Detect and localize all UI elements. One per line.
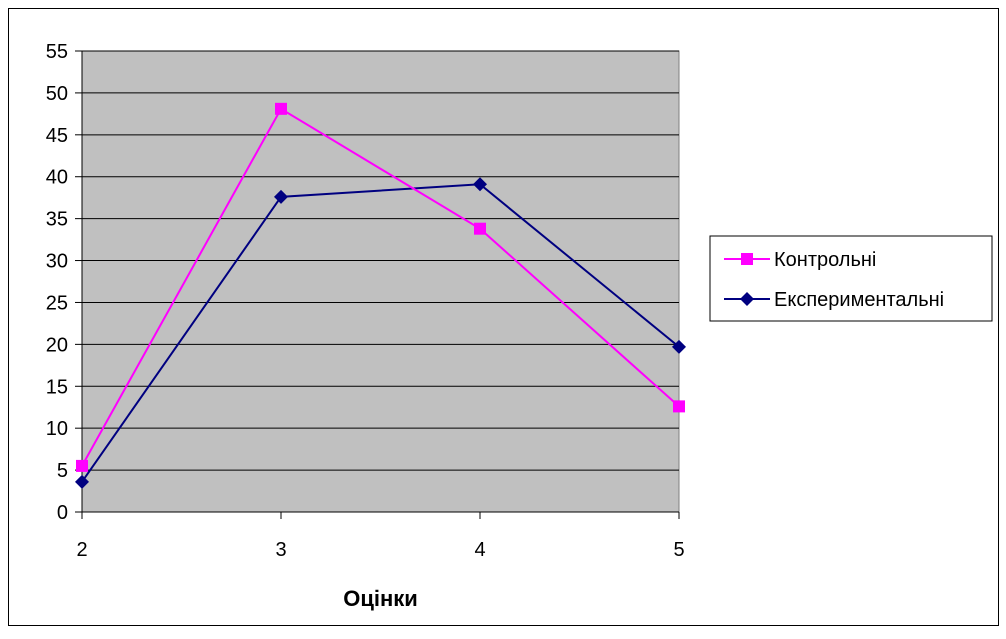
x-tick-label: 5 bbox=[673, 539, 684, 561]
y-tick-label: 25 bbox=[46, 292, 68, 314]
y-tick-label: 55 bbox=[46, 41, 68, 63]
y-tick-label: 15 bbox=[46, 376, 68, 398]
x-tick-label: 4 bbox=[474, 539, 485, 561]
series-line bbox=[81, 107, 680, 467]
legend-label: Контрольні bbox=[774, 249, 876, 271]
data-point bbox=[473, 177, 487, 192]
x-axis-title: Оцінки bbox=[343, 586, 418, 611]
y-tick-label: 40 bbox=[46, 167, 68, 189]
y-tick-label: 30 bbox=[46, 251, 68, 273]
data-point bbox=[274, 189, 288, 204]
plot-background bbox=[81, 50, 680, 513]
legend-marker bbox=[740, 292, 754, 306]
y-tick-label: 45 bbox=[46, 125, 68, 147]
y-tick-label: 20 bbox=[46, 334, 68, 356]
y-tick-label: 5 bbox=[57, 460, 68, 482]
data-point bbox=[474, 222, 486, 235]
data-point bbox=[75, 474, 89, 489]
y-tick-label: 10 bbox=[46, 418, 68, 440]
data-point bbox=[673, 400, 685, 413]
y-tick-label: 50 bbox=[46, 83, 68, 105]
series-line bbox=[81, 183, 680, 483]
x-tick-label: 3 bbox=[275, 539, 286, 561]
x-tick-label: 2 bbox=[76, 539, 87, 561]
y-tick-label: 35 bbox=[46, 209, 68, 231]
legend-marker bbox=[741, 253, 753, 265]
y-tick-label: 0 bbox=[57, 502, 68, 524]
data-point bbox=[672, 339, 686, 354]
data-point bbox=[76, 459, 88, 472]
data-point bbox=[275, 102, 287, 115]
legend-box bbox=[709, 235, 993, 322]
legend-label: Експериментальні bbox=[774, 289, 944, 311]
